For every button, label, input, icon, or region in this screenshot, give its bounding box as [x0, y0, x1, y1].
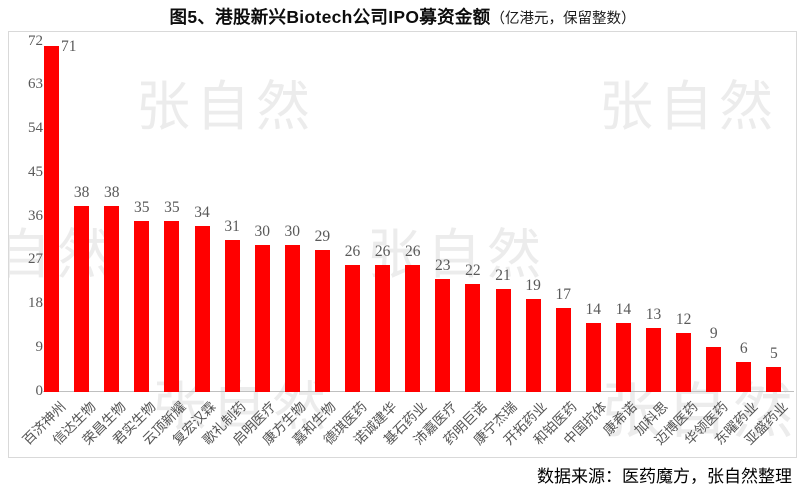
bar [224, 240, 240, 392]
bar-value-label: 5 [770, 344, 778, 362]
bar [555, 308, 571, 392]
y-axis-tick-label: 54 [28, 120, 43, 136]
bar [615, 322, 631, 392]
bar [646, 327, 661, 392]
bar-value-label: 12 [675, 310, 692, 328]
bar [164, 220, 180, 392]
data-source-note: 数据来源：医药魔方，张自然整理 [537, 467, 792, 486]
bar [375, 264, 391, 392]
watermark-text: 张自然 [599, 77, 779, 137]
bar [44, 45, 59, 392]
watermark-text: 张自然 [136, 77, 316, 137]
bar-value-label: 13 [645, 305, 662, 323]
bar [254, 245, 270, 392]
bar-value-label: 17 [555, 286, 571, 304]
bar-value-label: 71 [61, 37, 77, 55]
bar [435, 279, 451, 392]
bar-value-label: 30 [254, 223, 270, 241]
bar-value-label: 35 [134, 198, 150, 216]
bar-value-label: 21 [495, 266, 511, 284]
y-axis-tick-label: 36 [28, 207, 43, 224]
bar-value-label: 26 [344, 242, 361, 260]
chart-plot-area: 张自然 张自然 张自然 张自然 张自然 张自然 0918273645546372… [8, 31, 797, 458]
bar [314, 250, 330, 392]
y-axis-tick-label: 27 [28, 251, 43, 268]
bar-value-label: 38 [103, 184, 120, 202]
y-axis-tick-label: 9 [35, 338, 44, 355]
watermark-text: 张自然 [8, 225, 117, 285]
bar-value-label: 22 [465, 262, 481, 280]
bar-value-label: 14 [585, 300, 602, 318]
bar [74, 206, 90, 392]
bar-value-label: 26 [404, 242, 421, 260]
bar [766, 366, 782, 392]
bar [284, 245, 300, 392]
bar [706, 347, 722, 392]
y-axis-tick-label: 45 [28, 163, 43, 180]
bar-value-label: 35 [164, 198, 180, 216]
chart-title-unit-note: （亿港元，保留整数） [490, 11, 636, 27]
bar-value-label: 23 [435, 257, 451, 275]
bar [736, 361, 752, 392]
bar-value-label: 29 [314, 228, 331, 246]
bar [525, 298, 541, 392]
y-axis-tick-label: 63 [28, 76, 43, 93]
bar [495, 288, 511, 392]
chart-title: 图5、港股新兴Biotech公司IPO募资金额（亿港元，保留整数） [0, 4, 805, 29]
bar-value-label: 9 [709, 325, 718, 343]
bar [134, 220, 150, 392]
bar [465, 284, 481, 392]
bar-value-label: 30 [284, 223, 301, 241]
bar-value-label: 38 [73, 184, 90, 202]
y-axis-tick-label: 0 [35, 382, 44, 399]
bar-value-label: 6 [739, 339, 748, 357]
bar [676, 332, 692, 392]
y-axis-tick-label: 18 [28, 295, 43, 311]
bar [405, 264, 421, 392]
bar-value-label: 26 [374, 242, 391, 260]
bar [194, 225, 210, 392]
bar [585, 322, 601, 392]
bar-value-label: 19 [525, 276, 541, 294]
bar-value-label: 14 [615, 300, 632, 318]
bar [345, 264, 360, 392]
y-axis-tick-label: 72 [28, 32, 43, 49]
bar [104, 206, 120, 392]
watermark-text: 张自然 [367, 225, 547, 285]
bar-value-label: 34 [194, 203, 210, 221]
bar-value-label: 31 [224, 218, 240, 236]
chart-title-main: 图5、港股新兴Biotech公司IPO募资金额 [169, 7, 491, 27]
